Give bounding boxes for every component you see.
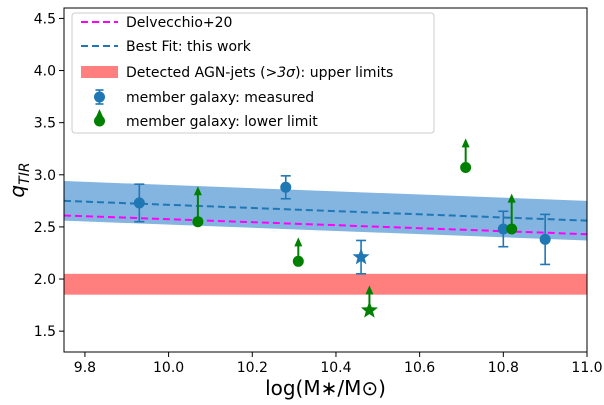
x-tick-label-0: 9.8 xyxy=(74,360,96,376)
lower-limit-arrow-1-head xyxy=(294,237,303,247)
lower-limit-arrow-2-head xyxy=(461,138,470,148)
legend: Delvecchio+20 Best Fit: this work Detected… xyxy=(71,12,435,134)
lower-limit-point-2 xyxy=(460,161,472,173)
x-axis-label: log(M∗/M⊙) xyxy=(265,376,386,400)
legend-box xyxy=(71,12,435,134)
y-tick-label-3: 3.0 xyxy=(34,168,56,184)
plot-clip-group xyxy=(64,138,587,318)
lower-limit-point-3 xyxy=(506,223,518,235)
lower-limit-point-1 xyxy=(292,255,304,267)
y-axis-label: qTIR xyxy=(5,162,33,197)
y-tick-label-2: 2.5 xyxy=(34,220,56,236)
legend-label-bestfit: Best Fit: this work xyxy=(126,39,252,55)
legend-handle-lower-arrow-head xyxy=(95,109,104,118)
legend-label-measured: member galaxy: measured xyxy=(126,90,314,106)
star-measured-point-0 xyxy=(352,248,370,265)
star-lower-point-0 xyxy=(360,301,378,318)
x-tick-label-1: 10.0 xyxy=(153,360,184,376)
measured-point-1 xyxy=(280,181,292,193)
plot-area xyxy=(64,138,587,318)
y-tick-label-0: 1.5 xyxy=(34,324,56,340)
legend-handle-measured xyxy=(94,91,105,103)
legend-label-lower: member galaxy: lower limit xyxy=(126,114,318,130)
y-tick-label-1: 2.0 xyxy=(34,272,56,288)
legend-handle-lower xyxy=(94,115,105,127)
lower-limit-point-0 xyxy=(192,216,204,228)
measured-point-2 xyxy=(497,223,509,235)
x-tick-label-3: 10.4 xyxy=(320,360,351,376)
y-tick-label-6: 4.5 xyxy=(34,11,56,27)
legend-handle-agn xyxy=(81,66,118,78)
legend-label-agn: Detected AGN-jets (>3σ): upper limits xyxy=(126,65,393,81)
x-tick-label-2: 10.2 xyxy=(237,360,268,376)
legend-label-delvecchio: Delvecchio+20 xyxy=(126,15,232,31)
y-tick-label-4: 3.5 xyxy=(34,116,56,132)
lower-limit-arrow-3-head xyxy=(507,193,516,203)
x-tick-label-5: 10.8 xyxy=(488,360,519,376)
axes: 9.8 10.0 10.2 10.4 10.6 10.8 11.0 1.5 2.0 2.5 3.0 3… xyxy=(5,7,603,400)
measured-point-0 xyxy=(133,197,145,209)
measured-point-3 xyxy=(539,233,551,245)
x-tick-label-4: 10.6 xyxy=(404,360,435,376)
agn-upper-limit-band xyxy=(64,273,587,295)
star-lower-arrow-0-head xyxy=(365,285,374,295)
plot-frame xyxy=(63,7,588,353)
lower-limit-arrow-0-head xyxy=(193,186,202,196)
x-tick-label-6: 11.0 xyxy=(571,360,602,376)
y-tick-label-5: 4.0 xyxy=(34,64,56,80)
